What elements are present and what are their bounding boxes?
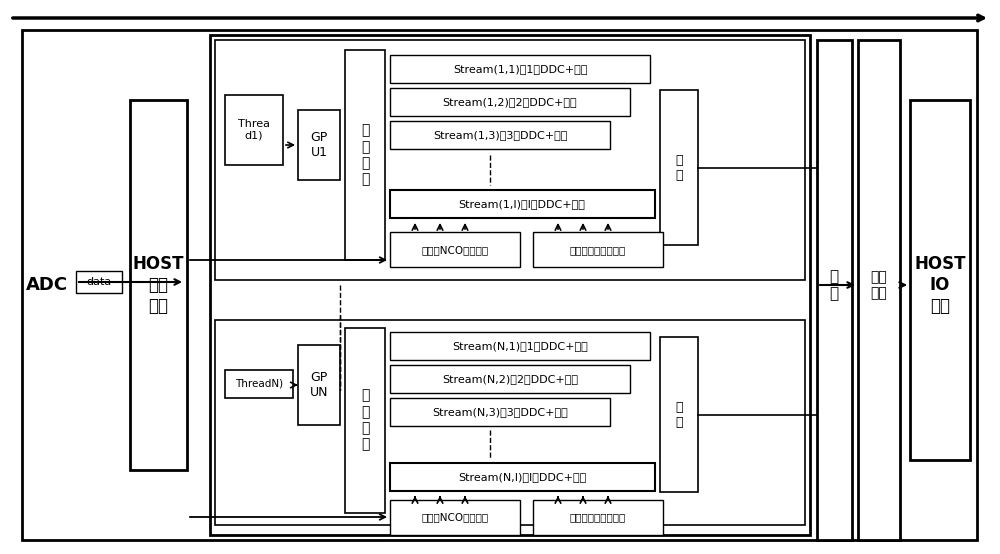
Text: Stream(1,I)第I路DDC+滤波: Stream(1,I)第I路DDC+滤波 xyxy=(459,199,585,209)
Text: Stream(N,1)第1路DDC+滤波: Stream(N,1)第1路DDC+滤波 xyxy=(452,341,588,351)
Bar xyxy=(660,337,698,492)
Text: 滤波器系数多相分路: 滤波器系数多相分路 xyxy=(570,245,626,255)
Bar xyxy=(660,90,698,245)
Bar xyxy=(533,500,663,535)
Bar xyxy=(215,40,805,280)
Text: HOST
数据
分块: HOST 数据 分块 xyxy=(132,255,184,315)
Text: 滤波器系数多相分路: 滤波器系数多相分路 xyxy=(570,512,626,522)
Text: ADC: ADC xyxy=(26,276,68,294)
Text: HOST
IO
输出: HOST IO 输出 xyxy=(914,255,966,315)
Bar xyxy=(390,398,610,426)
Text: GP
UN: GP UN xyxy=(310,371,328,399)
Text: data: data xyxy=(86,277,112,287)
Bar xyxy=(345,50,385,260)
Bar xyxy=(76,271,122,293)
Text: Stream(N,2)第2路DDC+滤波: Stream(N,2)第2路DDC+滤波 xyxy=(442,374,578,384)
Bar xyxy=(130,100,187,470)
Text: 同
步: 同 步 xyxy=(675,401,683,429)
Bar xyxy=(390,232,520,267)
Text: Stream(1,1)第1路DDC+滤波: Stream(1,1)第1路DDC+滤波 xyxy=(453,64,587,74)
Text: 数据
融合: 数据 融合 xyxy=(871,270,887,300)
Bar xyxy=(533,232,663,267)
Bar xyxy=(210,35,810,535)
Bar xyxy=(910,100,970,460)
Text: Stream(N,3)第3路DDC+滤波: Stream(N,3)第3路DDC+滤波 xyxy=(432,407,568,417)
Text: 高精度NCO多相分路: 高精度NCO多相分路 xyxy=(421,512,489,522)
Bar xyxy=(390,463,655,491)
Bar xyxy=(390,500,520,535)
Text: 多
相
分
路: 多 相 分 路 xyxy=(361,389,369,452)
Bar xyxy=(215,320,805,525)
Text: Stream(1,2)第2路DDC+滤波: Stream(1,2)第2路DDC+滤波 xyxy=(443,97,577,107)
Bar xyxy=(390,88,630,116)
Text: 高精度NCO多相分路: 高精度NCO多相分路 xyxy=(421,245,489,255)
Bar xyxy=(817,40,852,540)
Text: Stream(N,I)第I路DDC+滤波: Stream(N,I)第I路DDC+滤波 xyxy=(458,472,586,482)
Bar xyxy=(390,121,610,149)
Bar xyxy=(390,332,650,360)
Bar xyxy=(298,110,340,180)
Bar xyxy=(225,370,293,398)
Bar xyxy=(225,95,283,165)
Text: 多
相
分
路: 多 相 分 路 xyxy=(361,124,369,186)
Bar xyxy=(390,365,630,393)
Text: ThreadN): ThreadN) xyxy=(235,379,283,389)
Bar xyxy=(858,40,900,540)
Text: GP
U1: GP U1 xyxy=(310,131,328,159)
Text: Stream(1,3)第3路DDC+滤波: Stream(1,3)第3路DDC+滤波 xyxy=(433,130,567,140)
Bar xyxy=(345,328,385,513)
Bar xyxy=(390,55,650,83)
Bar xyxy=(390,190,655,218)
Bar xyxy=(298,345,340,425)
Text: 同
步: 同 步 xyxy=(829,269,839,301)
Text: Threa
d1): Threa d1) xyxy=(238,119,270,141)
Text: 同
步: 同 步 xyxy=(675,154,683,182)
